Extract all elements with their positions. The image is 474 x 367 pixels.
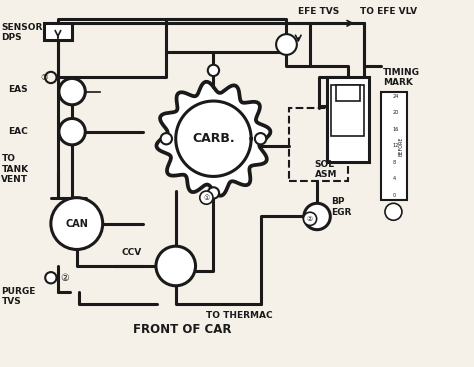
Circle shape (156, 246, 196, 286)
Polygon shape (156, 82, 271, 196)
Text: EAC: EAC (9, 127, 28, 136)
Bar (336, 84, 359, 101)
Text: 0: 0 (392, 193, 396, 198)
Text: SOL
ASM: SOL ASM (315, 160, 337, 179)
Text: ②: ② (307, 216, 313, 222)
Circle shape (51, 198, 103, 250)
Text: ②: ② (60, 273, 69, 283)
Text: 20: 20 (392, 110, 399, 115)
Polygon shape (176, 101, 251, 177)
Circle shape (276, 34, 297, 55)
Text: ①: ① (203, 195, 210, 201)
Circle shape (161, 133, 172, 144)
Bar (289, 108, 348, 181)
Circle shape (45, 272, 56, 283)
Text: BEFORE: BEFORE (398, 136, 403, 156)
Text: 8: 8 (392, 160, 396, 165)
Text: 12: 12 (392, 143, 399, 148)
Circle shape (59, 119, 85, 145)
Text: PURGE
TVS: PURGE TVS (1, 287, 36, 306)
Text: FRONT OF CAR: FRONT OF CAR (133, 323, 232, 336)
Text: CAN: CAN (65, 219, 88, 229)
Text: BP
EGR: BP EGR (331, 197, 352, 217)
Text: TO EFE VLV: TO EFE VLV (359, 7, 417, 16)
Circle shape (304, 203, 330, 230)
Text: ①: ① (40, 73, 47, 82)
Text: CCV: CCV (121, 247, 142, 257)
Circle shape (303, 212, 317, 225)
Text: TO
TANK
VENT: TO TANK VENT (1, 155, 28, 184)
Circle shape (255, 133, 266, 144)
Text: TIMING
MARK: TIMING MARK (383, 68, 420, 87)
Circle shape (208, 187, 219, 199)
Bar (327, 77, 369, 162)
Text: CARB.: CARB. (192, 132, 235, 145)
Text: EAS: EAS (9, 85, 28, 94)
Circle shape (208, 65, 219, 76)
Text: TO THERMAC: TO THERMAC (206, 311, 273, 320)
Text: 24: 24 (392, 94, 399, 99)
Bar (331, 84, 364, 137)
Bar (44, 23, 72, 40)
Text: SENSOR
DPS: SENSOR DPS (1, 23, 43, 43)
Circle shape (59, 79, 85, 105)
Circle shape (200, 191, 213, 204)
Text: EFE TVS: EFE TVS (298, 7, 339, 16)
Text: 4: 4 (392, 176, 396, 181)
Circle shape (385, 203, 402, 220)
Text: 16: 16 (392, 127, 399, 132)
Bar (381, 92, 407, 200)
